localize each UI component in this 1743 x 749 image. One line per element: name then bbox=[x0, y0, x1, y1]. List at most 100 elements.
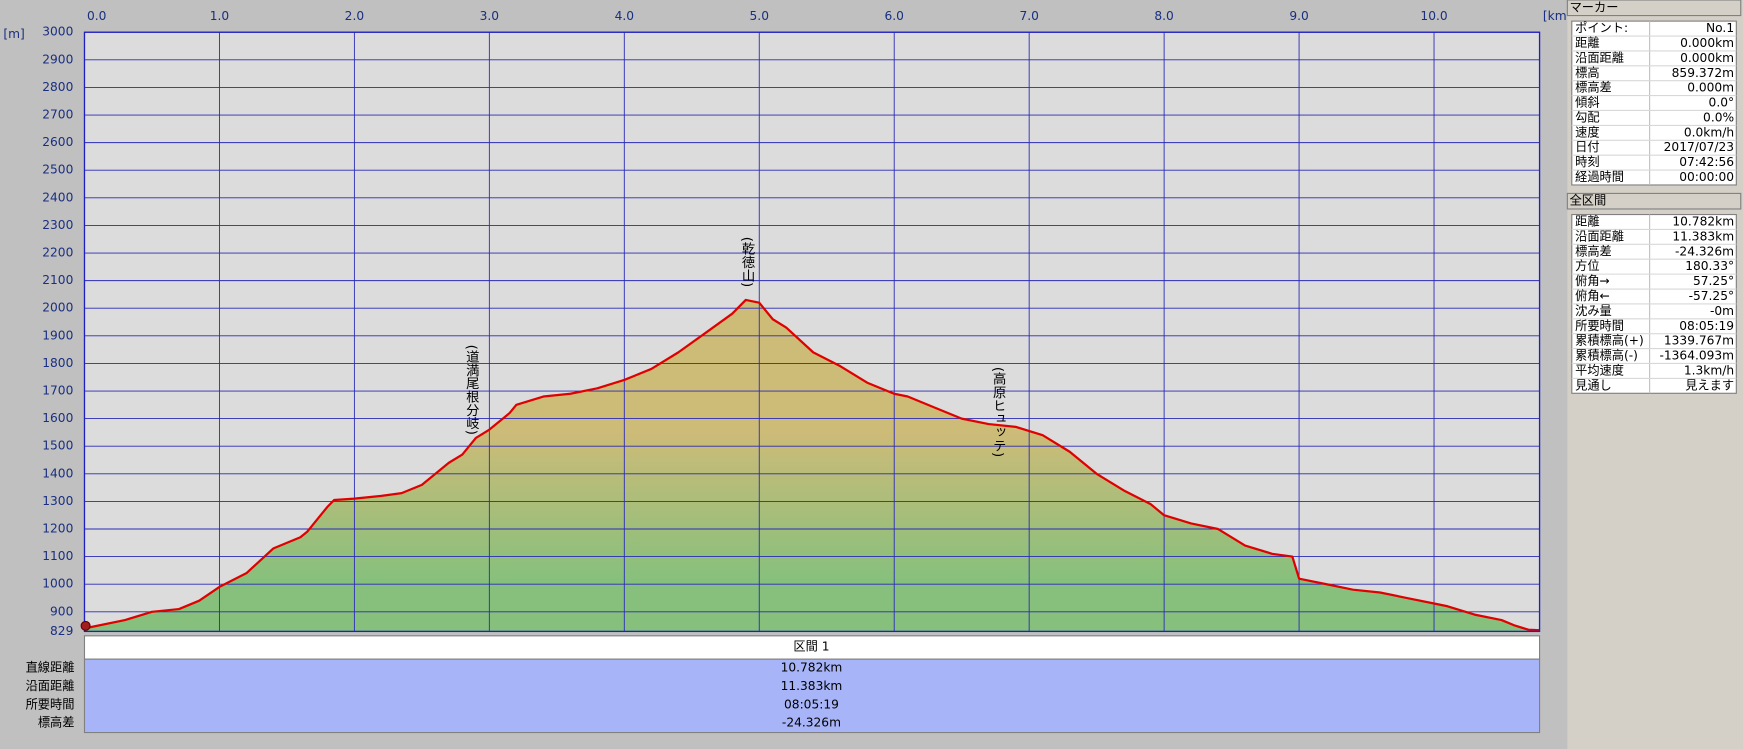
panel-value: 見えます bbox=[1685, 378, 1734, 392]
section-body bbox=[83, 658, 1541, 734]
panel-value: 0.000km bbox=[1680, 36, 1734, 50]
x-tick-label: 7.0 bbox=[1019, 9, 1038, 23]
panel-key: 日付 bbox=[1575, 140, 1599, 154]
panel-value: -24.326m bbox=[1675, 244, 1734, 258]
section-label: 所要時間 bbox=[26, 697, 75, 711]
panel-value: 00:00:00 bbox=[1679, 170, 1734, 184]
panel-value: 0.000km bbox=[1680, 51, 1734, 65]
y-tick-label: 1600 bbox=[42, 411, 73, 425]
section-label: 標高差 bbox=[38, 715, 75, 730]
x-tick-label: 10.0 bbox=[1420, 9, 1447, 23]
y-tick-label: 2700 bbox=[42, 108, 73, 122]
panel-title: 全区間 bbox=[1570, 193, 1607, 208]
panel-value: 57.25° bbox=[1693, 274, 1734, 288]
panel-value: 08:05:19 bbox=[1679, 319, 1734, 333]
y-tick-label: 2400 bbox=[42, 190, 73, 204]
y-tick-label: 1500 bbox=[42, 439, 73, 453]
area-fill bbox=[84, 299, 1540, 632]
x-tick-label: 9.0 bbox=[1289, 9, 1308, 23]
section-label: 直線距離 bbox=[26, 660, 75, 675]
y-tick-label: 1100 bbox=[42, 549, 73, 563]
x-tick-label: 1.0 bbox=[210, 9, 229, 23]
waypoint-label: (乾徳山) bbox=[739, 237, 755, 287]
panel-value: 859.372m bbox=[1672, 66, 1734, 80]
y-tick-label: 2200 bbox=[42, 246, 73, 260]
panel-box bbox=[1571, 20, 1737, 186]
panel-key: 沿面距離 bbox=[1575, 229, 1624, 243]
panel-key: 沈み量 bbox=[1575, 303, 1612, 318]
panel-key: 累積標高(-) bbox=[1575, 348, 1638, 363]
x-tick-label: 6.0 bbox=[884, 9, 903, 23]
panel-value: 0.0km/h bbox=[1684, 125, 1734, 139]
start-marker bbox=[80, 620, 91, 631]
y-tick-label: 1700 bbox=[42, 384, 73, 398]
panel-key: 勾配 bbox=[1575, 110, 1599, 124]
waypoint-label: (道満尾根分岐) bbox=[463, 345, 479, 435]
panel-value: No.1 bbox=[1706, 21, 1734, 35]
panel-value: 1339.767m bbox=[1664, 334, 1734, 348]
y-tick-label: 2300 bbox=[42, 218, 73, 232]
panel-value: -0m bbox=[1710, 304, 1734, 318]
x-tick-label: 2.0 bbox=[345, 9, 364, 23]
panel-key: 沿面距離 bbox=[1575, 51, 1624, 65]
panel-key: 見通し bbox=[1575, 378, 1612, 392]
y-tick-label: 2900 bbox=[42, 52, 73, 66]
panel-key: 累積標高(+) bbox=[1575, 333, 1644, 348]
section-value: -24.326m bbox=[782, 716, 841, 730]
panel-value: 0.000m bbox=[1687, 81, 1734, 95]
panel-value: -57.25° bbox=[1689, 289, 1735, 303]
panel-value: -1364.093m bbox=[1659, 349, 1734, 363]
y-tick-label: 3000 bbox=[42, 25, 73, 39]
panel-key: 距離 bbox=[1575, 36, 1599, 50]
plot-border bbox=[83, 31, 1541, 633]
panel-key: 時刻 bbox=[1575, 155, 1599, 169]
panel-value: 2017/07/23 bbox=[1664, 140, 1734, 154]
panel-key: 速度 bbox=[1575, 124, 1599, 139]
section-rows: 直線距離 10.782km 沿面距離 11.383km 所要時間 08:05:19 標高差 -… bbox=[26, 660, 843, 730]
panel-key: ポイント: bbox=[1575, 21, 1628, 35]
x-tick-label: 0.0 bbox=[87, 9, 106, 23]
panel-header bbox=[1566, 192, 1742, 210]
panel-value: 11.383km bbox=[1672, 229, 1734, 243]
x-tick-label: 8.0 bbox=[1154, 9, 1173, 23]
y-tick-label: 2000 bbox=[42, 301, 73, 315]
y-tick-label: 1900 bbox=[42, 328, 73, 342]
y-tick-label: 1800 bbox=[42, 356, 73, 370]
panel-key: 方位 bbox=[1575, 258, 1599, 273]
panel-key: 距離 bbox=[1575, 214, 1599, 228]
y-tick-label: 1200 bbox=[42, 522, 73, 536]
panel-value: 0.0° bbox=[1709, 96, 1735, 110]
section-value: 08:05:19 bbox=[784, 697, 839, 711]
y-tick-label: 2100 bbox=[42, 273, 73, 287]
y-tick-label: 1300 bbox=[42, 494, 73, 508]
section-label: 沿面距離 bbox=[26, 679, 75, 693]
panel-key: 平均速度 bbox=[1575, 362, 1624, 377]
y-tick-label: 1000 bbox=[42, 577, 73, 591]
x-unit: [km] bbox=[1543, 9, 1572, 23]
panel-value: 10.782km bbox=[1672, 214, 1734, 228]
section-title: 区間 1 bbox=[793, 639, 829, 653]
panel-header bbox=[1566, 0, 1742, 17]
panel-key: 所要時間 bbox=[1575, 319, 1624, 333]
profile-line bbox=[84, 298, 1540, 632]
x-tick-label: 5.0 bbox=[750, 9, 769, 23]
y-tick-label: 2600 bbox=[42, 135, 73, 149]
y-tick-label: 2800 bbox=[42, 80, 73, 94]
panel-title: マーカー bbox=[1570, 0, 1619, 14]
section-value: 11.383km bbox=[781, 679, 843, 693]
panel-key: 経過時間 bbox=[1575, 170, 1624, 184]
panel-key: 俯角← bbox=[1575, 288, 1610, 303]
x-tick-label: 4.0 bbox=[615, 9, 634, 23]
y-tick-label: 829 bbox=[50, 624, 73, 638]
panel-value: 0.0% bbox=[1703, 110, 1734, 124]
y-tick-label: 2500 bbox=[42, 163, 73, 177]
y-tick-label: 1400 bbox=[42, 466, 73, 480]
x-tick-label: 3.0 bbox=[480, 9, 499, 23]
panel-value: 1.3km/h bbox=[1684, 363, 1734, 377]
chart: 829 900 1000 1100 1200 1300 1400 1500 1600 1700 18… bbox=[42, 9, 1540, 638]
panel-key: 標高差 bbox=[1575, 243, 1612, 258]
section-value: 10.782km bbox=[781, 661, 843, 675]
